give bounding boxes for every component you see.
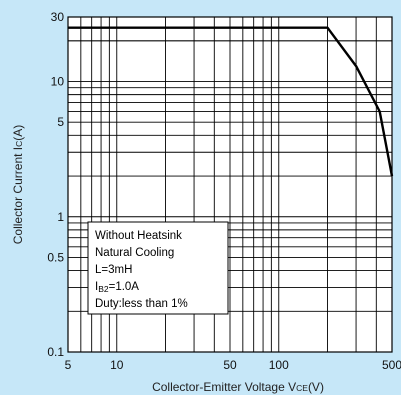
x-tick-label: 10 xyxy=(110,358,124,372)
y-axis-title: Collector Current IC(A) xyxy=(11,125,25,245)
annotation-box: Without Heatsink Natural Cooling L=3mH IB2=… xyxy=(87,221,229,315)
x-tick-label: 100 xyxy=(269,358,289,372)
annotation-frame xyxy=(87,221,229,315)
x-tick-label: 50 xyxy=(223,358,237,372)
annotation-line: Duty:less than 1% xyxy=(95,298,188,310)
y-tick-label: 1 xyxy=(57,210,64,224)
y-tick-label: 0.5 xyxy=(47,250,64,264)
x-tick-label: 500 xyxy=(382,358,401,372)
x-axis-title: Collector-Emitter Voltage VCE(V) xyxy=(152,380,324,394)
tick-labels: 5 10 50 100 500 0.1 0.5 1 5 10 30 xyxy=(47,10,401,372)
y-tick-label: 30 xyxy=(51,10,65,24)
x-tick-label: 5 xyxy=(65,358,72,372)
annotation-line: Natural Cooling xyxy=(95,247,174,259)
annotation-line: Without Heatsink xyxy=(95,230,182,242)
annotation-line: L=3mH xyxy=(95,264,132,276)
y-tick-label: 5 xyxy=(57,115,64,129)
y-tick-label: 0.1 xyxy=(47,345,64,359)
plot-frame xyxy=(67,16,393,353)
annotation-line: IB2=1.0A xyxy=(95,281,139,294)
y-tick-label: 10 xyxy=(51,75,65,89)
series-line xyxy=(68,26,394,177)
